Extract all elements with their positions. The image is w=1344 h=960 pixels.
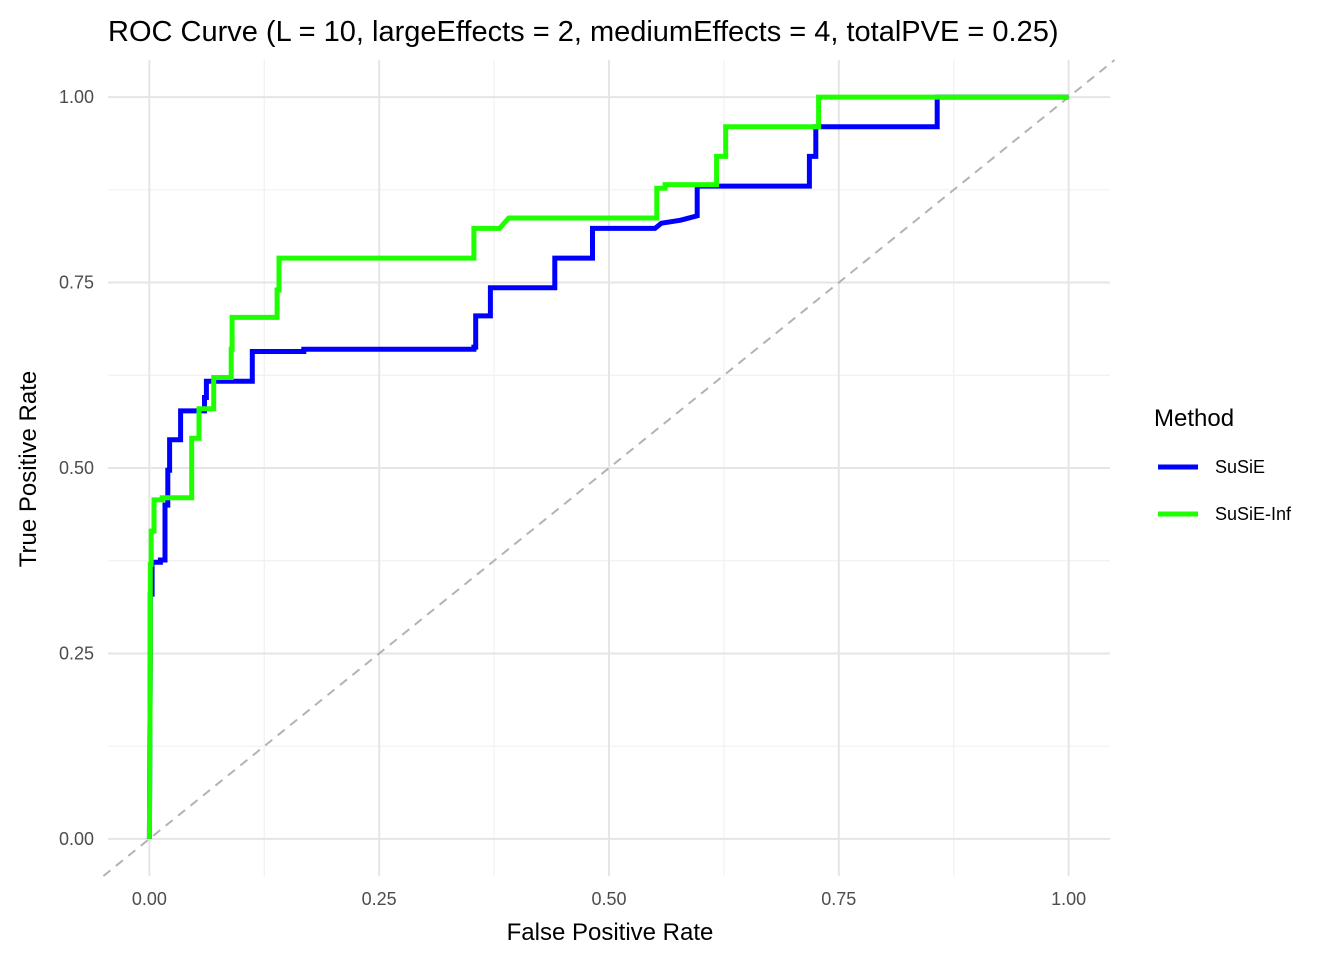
- y-tick-label: 1.00: [59, 87, 94, 107]
- series-lines: [146, 94, 1069, 839]
- series-line-1: [146, 94, 1069, 839]
- legend-title: Method: [1154, 405, 1234, 432]
- x-tick-label: 1.00: [1051, 889, 1086, 909]
- x-axis-title: False Positive Rate: [507, 919, 714, 946]
- grid: [108, 60, 1110, 876]
- x-tick-label: 0.00: [132, 889, 167, 909]
- y-axis-title: True Positive Rate: [15, 371, 42, 568]
- diagonal-reference-line: [102, 59, 1116, 877]
- x-tick-label: 0.50: [591, 889, 626, 909]
- y-tick-label: 0.75: [59, 273, 94, 293]
- y-tick-label: 0.00: [59, 829, 94, 849]
- y-axis-ticks: 0.00 0.25 0.50 0.75 1.00: [59, 87, 94, 849]
- x-tick-label: 0.25: [362, 889, 397, 909]
- legend: Method SuSiE SuSiE-Inf: [1154, 405, 1292, 524]
- legend-label-0: SuSiE: [1215, 457, 1265, 477]
- y-tick-label: 0.50: [59, 458, 94, 478]
- chart-title: ROC Curve (L = 10, largeEffects = 2, med…: [108, 16, 1059, 48]
- legend-label-1: SuSiE-Inf: [1215, 504, 1292, 524]
- series-line-0: [146, 94, 1069, 839]
- x-axis-ticks: 0.00 0.25 0.50 0.75 1.00: [132, 889, 1086, 909]
- x-tick-label: 0.75: [821, 889, 856, 909]
- y-tick-label: 0.25: [59, 643, 94, 663]
